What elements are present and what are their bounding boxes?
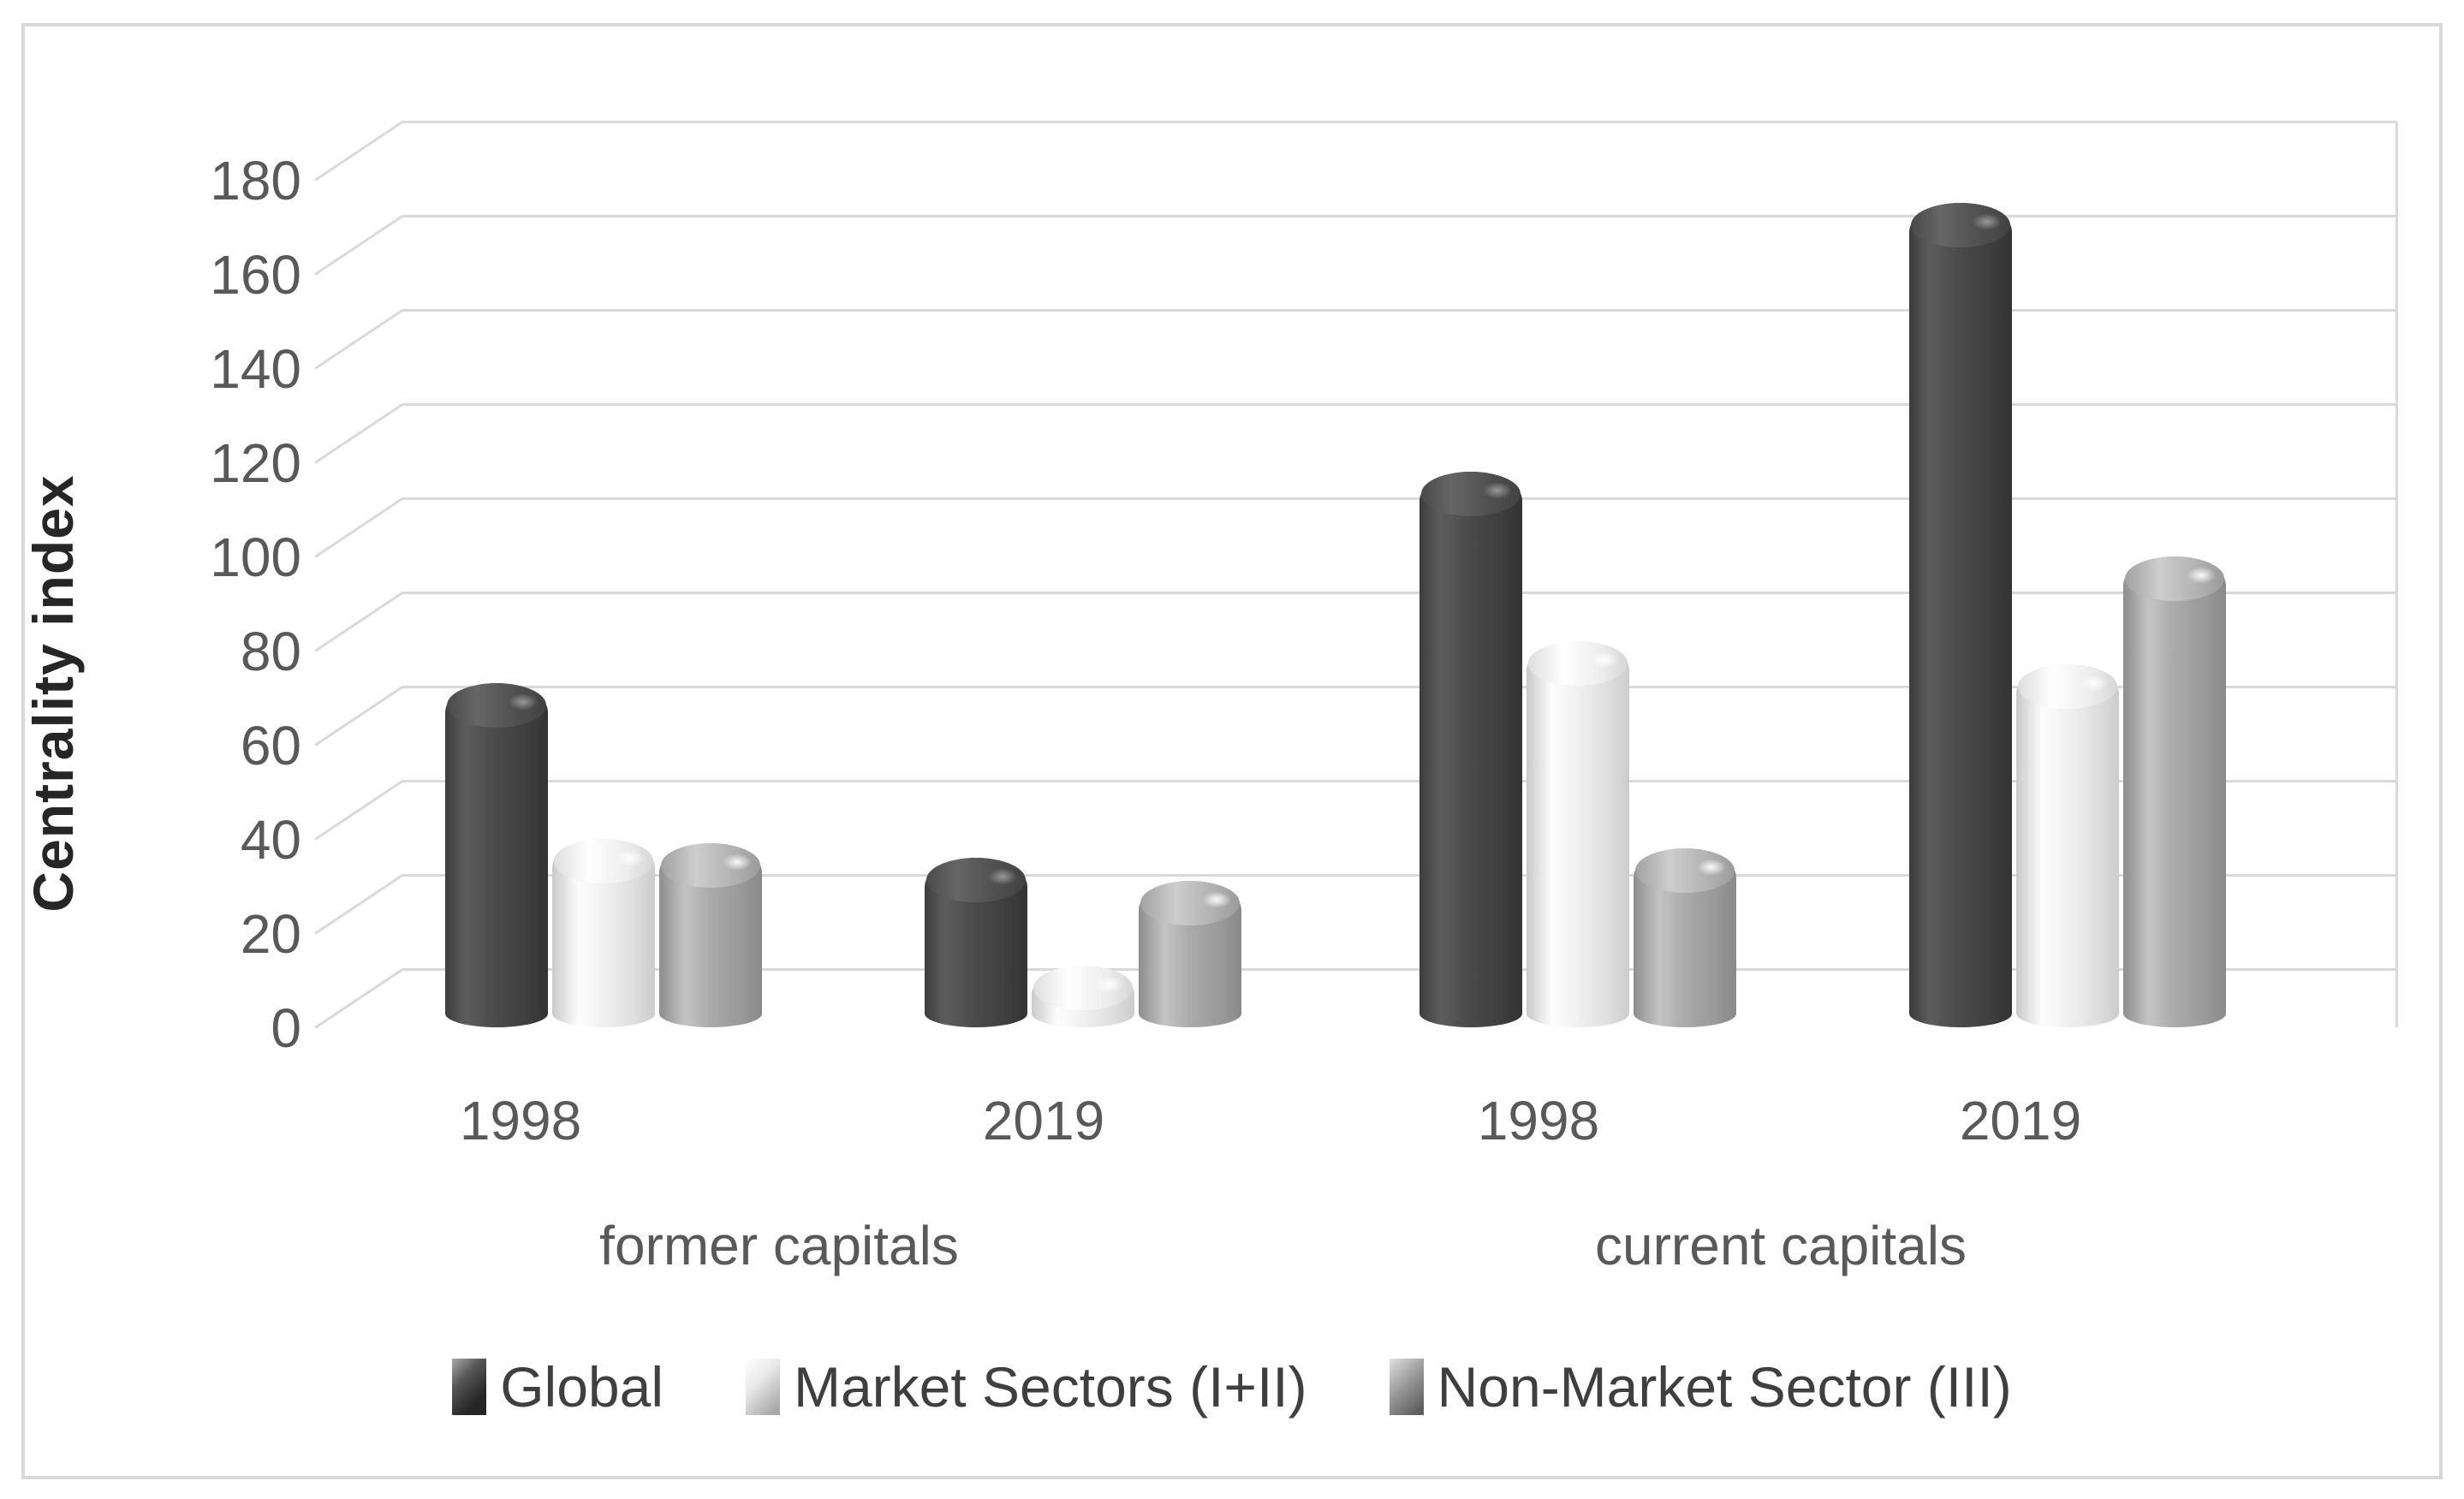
bar-highlight	[1973, 213, 2003, 230]
bar-body	[445, 683, 548, 1027]
legend-swatch-3	[1389, 1359, 1424, 1415]
y-tick-label-140: 140	[210, 338, 301, 400]
bar-non-market-sector-iii-group1	[659, 843, 762, 1027]
bar-market-sectors-i-ii-group3	[1527, 640, 1629, 1027]
x-group-label-2: 2019	[982, 1090, 1105, 1151]
y-tick-label-160: 160	[210, 244, 301, 306]
bar-non-market-sector-iii-group4	[2123, 556, 2226, 1027]
bar-body	[1527, 640, 1629, 1027]
bar-global-group2	[925, 857, 1027, 1027]
bar-body	[1909, 203, 2012, 1027]
plot-right-wall	[2396, 122, 2398, 1027]
gridline-20	[402, 873, 2397, 877]
bar-body	[1419, 471, 1522, 1027]
legend-label-2: Market Sectors (I+II)	[793, 1355, 1307, 1419]
bar-cap	[447, 683, 546, 728]
legend-item-2: Market Sectors (I+II)	[745, 1354, 1307, 1419]
bar-highlight	[1202, 891, 1232, 908]
bar-market-sectors-i-ii-group1	[552, 838, 655, 1027]
gridline-80	[402, 591, 2397, 594]
bar-highlight	[616, 848, 646, 866]
bar-market-sectors-i-ii-group2	[1032, 966, 1134, 1027]
bar-market-sectors-i-ii-group4	[2016, 664, 2119, 1027]
bar-highlight	[988, 867, 1018, 885]
y-tick-label-60: 60	[240, 715, 301, 776]
legend-item-3: Non-Market Sector (III)	[1389, 1354, 2012, 1419]
legend-swatch-2	[745, 1359, 780, 1415]
legend: Global Market Sectors (I+II) Non-Market Se…	[0, 1354, 2464, 1419]
y-tick-label-0: 0	[271, 997, 301, 1059]
y-tick-label-40: 40	[240, 809, 301, 871]
y-axis-title: Centrality index	[21, 474, 85, 913]
y-tick-label-120: 120	[210, 432, 301, 494]
y-tick-label-80: 80	[240, 621, 301, 682]
bar-non-market-sector-iii-group3	[1634, 848, 1736, 1027]
gridline-120	[402, 402, 2397, 406]
bar-body	[2016, 664, 2119, 1027]
bar-highlight	[2187, 566, 2217, 584]
legend-swatch-1	[452, 1359, 487, 1415]
x-group-label-1: 1998	[459, 1090, 582, 1151]
bar-highlight	[1095, 976, 1125, 993]
bar-highlight	[1697, 858, 1727, 876]
legend-label-3: Non-Market Sector (III)	[1437, 1355, 2012, 1419]
bar-highlight	[723, 854, 753, 871]
bar-global-group1	[445, 683, 548, 1027]
gridline-60	[402, 685, 2397, 688]
legend-item-1: Global	[452, 1354, 664, 1419]
x-group-label-4: 2019	[1959, 1090, 2082, 1151]
bar-highlight	[1590, 651, 1620, 669]
gridline-140	[402, 308, 2397, 312]
bar-highlight	[1483, 481, 1513, 499]
x-group-label-3: 1998	[1477, 1090, 1600, 1151]
y-tick-label-20: 20	[240, 903, 301, 965]
bar-global-group3	[1419, 471, 1522, 1027]
gridline-0	[402, 967, 2397, 971]
bar-cap	[926, 857, 1026, 902]
gridline-160	[402, 214, 2397, 217]
y-tick-label-100: 100	[210, 526, 301, 588]
x-supergroup-label-2: current capitals	[1595, 1215, 1967, 1276]
bar-highlight	[2080, 675, 2110, 692]
bar-cap	[1421, 471, 1521, 516]
legend-label-1: Global	[500, 1355, 664, 1419]
gridline-100	[402, 497, 2397, 500]
bar-body	[2123, 556, 2226, 1027]
bar-global-group4	[1909, 203, 2012, 1027]
bar-non-market-sector-iii-group2	[1139, 881, 1241, 1027]
gridline-180	[402, 120, 2397, 123]
y-tick-label-180: 180	[210, 150, 301, 211]
bar-cap	[1911, 203, 2010, 247]
bar-highlight	[509, 693, 539, 711]
gridline-40	[402, 779, 2397, 782]
x-supergroup-label-1: former capitals	[599, 1215, 959, 1276]
